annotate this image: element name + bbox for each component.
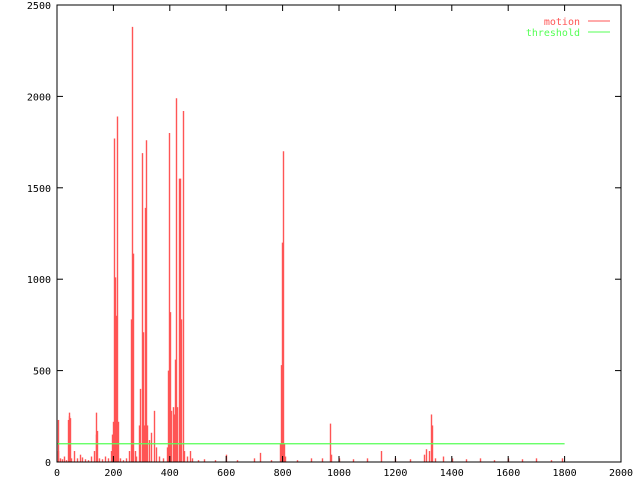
x-tick-label: 200 xyxy=(104,468,122,479)
motion-series xyxy=(57,26,564,462)
x-tick-label: 0 xyxy=(54,468,60,479)
x-tick-label: 600 xyxy=(217,468,235,479)
y-tick-label: 0 xyxy=(45,458,51,469)
plot-border xyxy=(56,4,622,463)
x-tick-label: 1800 xyxy=(553,468,577,479)
x-tick-label: 1000 xyxy=(327,468,351,479)
x-tick-label: 1200 xyxy=(383,468,407,479)
x-tick-label: 1600 xyxy=(496,468,520,479)
x-tick-label: 2000 xyxy=(609,468,633,479)
legend-motion-label: motion xyxy=(544,17,580,28)
x-tick-label: 400 xyxy=(161,468,179,479)
legend-threshold-label: threshold xyxy=(526,28,580,39)
y-tick-label: 2500 xyxy=(27,1,51,12)
y-tick-label: 1500 xyxy=(27,184,51,195)
x-tick-label: 800 xyxy=(274,468,292,479)
y-tick-label: 1000 xyxy=(27,275,51,286)
axis-ticks: 0 200 400 600 800 1000 1200 1400 1600 1800 2000 0 50… xyxy=(27,1,633,479)
y-tick-label: 500 xyxy=(33,367,51,378)
y-tick-label: 2000 xyxy=(27,92,51,103)
legend: motion threshold xyxy=(526,17,610,39)
x-tick-label: 1400 xyxy=(440,468,464,479)
